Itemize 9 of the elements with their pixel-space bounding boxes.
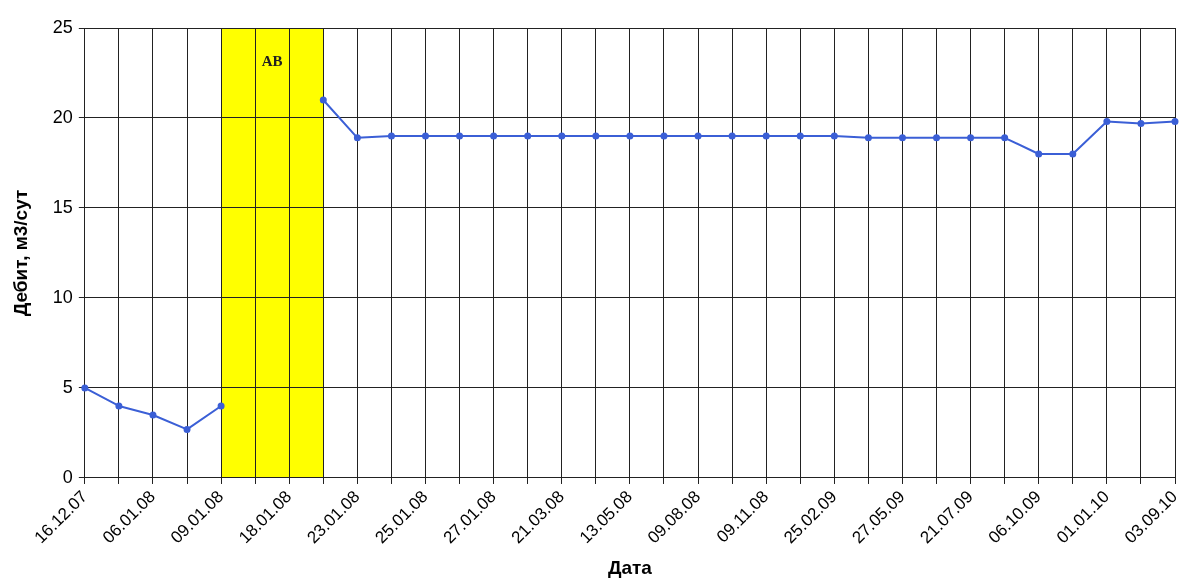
- y-tick-label: 0: [62, 466, 73, 487]
- y-tick-label: 20: [52, 106, 73, 127]
- y-axis-title: Дебит, м3/сут: [9, 189, 31, 317]
- annotation: АВ: [260, 53, 284, 70]
- y-tick-label: 15: [52, 196, 73, 217]
- y-tick-label: 25: [52, 16, 73, 37]
- y-tick-label: 5: [62, 376, 73, 397]
- x-axis-title: Дата: [607, 556, 653, 578]
- y-tick-label: 10: [52, 286, 73, 307]
